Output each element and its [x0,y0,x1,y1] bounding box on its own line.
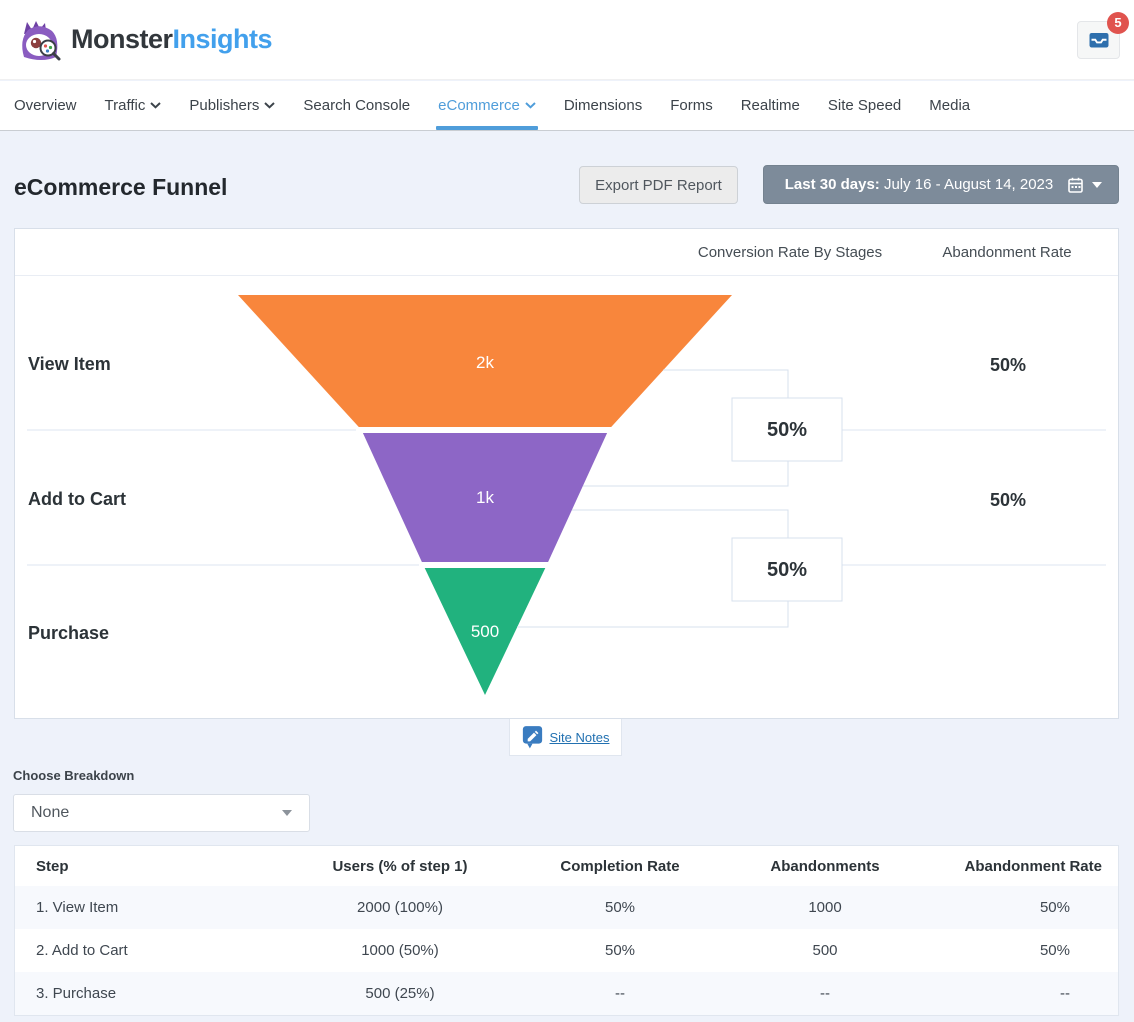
nav-tab-forms[interactable]: Forms [670,97,713,114]
column-header-abandonment-rate: Abandonment Rate [964,857,1102,875]
funnel-chart-panel: Conversion Rate By Stages Abandonment Ra… [14,228,1119,719]
abandonment-rate-column-label: Abandonment Rate [942,244,1072,261]
funnel-chart: 2k 1k 500 View Item Add to Cart Purchase… [27,295,1106,695]
cell-abandonments: 1000 [808,899,842,916]
funnel-stage-view-item [238,295,732,427]
breakdown-label: Choose Breakdown [13,768,135,783]
caret-down-icon [1092,181,1102,188]
nav-tab-realtime[interactable]: Realtime [740,97,800,114]
date-range-button[interactable]: Last 30 days: July 16 - August 14, 2023 [763,165,1119,204]
conversion-rate-column-label: Conversion Rate By Stages [697,244,883,261]
report-nav: Overview Traffic Publishers Search Conso… [0,81,1134,131]
nav-tab-site-speed[interactable]: Site Speed [827,97,902,114]
top-header: MonsterInsights 5 [0,0,1134,80]
cell-completion-rate: 50% [604,942,636,959]
inbox-tray-icon [1089,32,1108,47]
cell-step: 3. Purchase [36,985,117,1002]
chevron-down-icon [264,102,276,109]
nav-tab-publishers[interactable]: Publishers [189,81,276,130]
stage-label-view-item: View Item [28,354,111,374]
breakdown-select[interactable]: None [13,794,310,832]
stage-value-view-item: 2k [476,353,494,372]
brand-wordmark: MonsterInsights [71,24,273,55]
conversion-bracket [663,369,789,398]
table-header-row: Step Users (% of step 1) Completion Rate… [15,846,1118,886]
stage-label-purchase: Purchase [28,623,109,643]
column-header-step: Step [36,857,69,875]
stage-value-purchase: 500 [471,622,499,641]
notification-count-badge[interactable]: 5 [1107,11,1129,34]
conversion-bracket [517,601,789,628]
chevron-down-icon [525,102,536,109]
cell-completion-rate: -- [615,985,625,1002]
cell-abandonments: -- [820,985,830,1002]
cell-abandonment-rate: -- [1060,985,1070,1002]
conversion-bracket [583,461,789,487]
table-row: 1. View Item 2000 (100%) 50% 1000 50% [15,886,1118,929]
cell-completion-rate: 50% [604,899,636,916]
caret-down-icon [282,810,292,816]
brand-insights: Insights [172,24,273,54]
table-row: 3. Purchase 500 (25%) -- -- -- [15,972,1118,1015]
cell-abandonment-rate: 50% [1039,899,1070,916]
site-notes-label: Site Notes [549,729,610,745]
column-header-users: Users (% of step 1) [332,857,468,875]
table-row: 2. Add to Cart 1000 (50%) 50% 500 50% [15,929,1118,972]
nav-tab-dimensions[interactable]: Dimensions [563,97,643,114]
conversion-rate-box [731,397,843,462]
calendar-icon [1068,177,1083,193]
cell-users: 2000 (100%) [357,899,443,916]
nav-tab-ecommerce[interactable]: eCommerce [436,81,538,130]
cell-abandonment-rate: 50% [1039,942,1070,959]
nav-tab-media[interactable]: Media [929,97,971,114]
cell-step: 1. View Item [36,899,119,916]
site-notes-button[interactable]: Site Notes [509,719,622,756]
conversion-rate-value: 50% [767,419,807,441]
date-range-text: Last 30 days: July 16 - August 14, 2023 [784,176,1054,193]
conversion-bracket [572,509,789,538]
column-header-abandonments: Abandonments [770,857,880,875]
column-header-completion-rate: Completion Rate [560,857,680,875]
export-pdf-button[interactable]: Export PDF Report [579,166,738,204]
abandonment-rate-view-item: 50% [990,355,1026,375]
chevron-down-icon [150,102,162,109]
stage-value-add-to-cart: 1k [476,488,494,507]
nav-tab-traffic[interactable]: Traffic [105,81,162,130]
monster-mascot-icon [22,20,61,60]
stage-label-add-to-cart: Add to Cart [28,489,126,509]
page-title: eCommerce Funnel [14,174,228,200]
funnel-table-panel: Step Users (% of step 1) Completion Rate… [14,845,1119,1016]
cell-abandonments: 500 [812,942,838,959]
breakdown-selected-value: None [31,804,70,821]
funnel-stage-purchase [424,568,546,695]
funnel-table: Step Users (% of step 1) Completion Rate… [15,846,1118,1015]
abandonment-rate-add-to-cart: 50% [990,490,1026,510]
conversion-rate-value: 50% [767,559,807,581]
cell-step: 2. Add to Cart [36,942,128,959]
funnel-stage-add-to-cart [362,433,608,562]
conversion-rate-box [731,537,843,602]
cell-users: 500 (25%) [365,985,435,1002]
pencil-bubble-icon [522,726,542,749]
monsterinsights-logo[interactable]: MonsterInsights [14,16,273,64]
nav-tab-search-console[interactable]: Search Console [303,97,411,114]
funnel-panel-header: Conversion Rate By Stages Abandonment Ra… [15,229,1118,276]
nav-tab-overview[interactable]: Overview [14,97,77,114]
brand-monster: Monster [71,24,173,54]
cell-users: 1000 (50%) [361,942,439,959]
